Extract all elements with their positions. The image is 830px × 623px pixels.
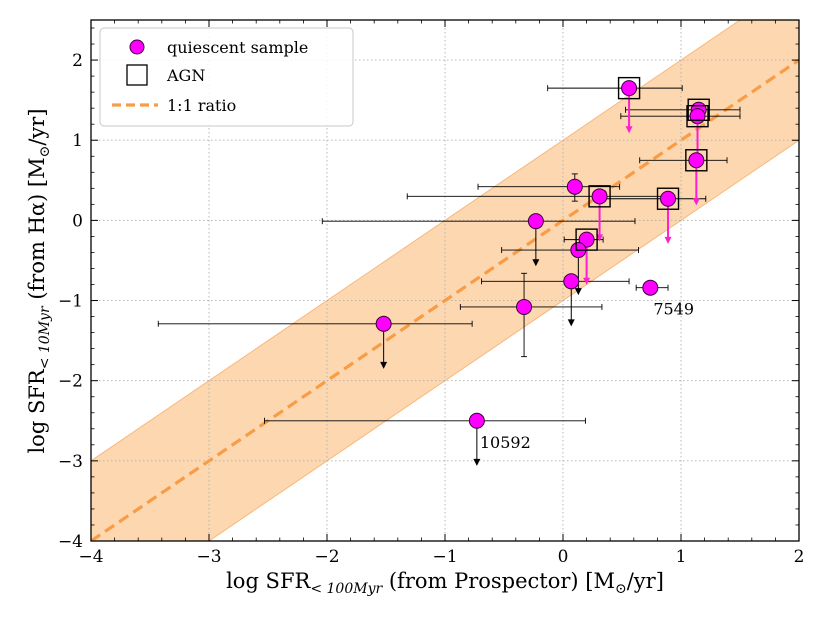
x-axis-label-end: /yr] [627,569,664,593]
legend-box [99,27,354,127]
x-tick-label: 2 [794,547,805,567]
upper-limit-arrowhead [664,236,672,244]
legend-circle-marker [129,39,145,55]
agn-square [687,98,710,121]
y-axis-label-main: log SFR [25,368,49,453]
data-point [566,178,583,195]
upper-limit-arrowhead [583,277,591,285]
errorbars [157,85,741,424]
y-tick-label: −4 [58,532,83,552]
data-point [375,315,392,332]
upper-limit-arrowhead [380,361,388,369]
line-layer [91,58,799,541]
y-tick-label: −3 [58,452,83,472]
agn-square [588,185,611,208]
x-tick-label: −3 [196,547,221,567]
agn-square [617,76,641,100]
x-axis-label-main: log SFR [226,569,311,593]
x-axis-label: log SFR< 100Myr (from Prospector) [M⊙/yr… [226,569,664,597]
grid [91,20,799,541]
data-points [375,80,707,429]
y-axis-label: log SFR< 10Myr (from Hα) [M⊙/yr] [25,108,53,453]
legend-label-agn: AGN [166,66,205,85]
agn-square [685,149,708,172]
y-axis-label-end: /yr] [25,108,49,145]
y-tick-label: −2 [58,372,83,392]
y-axis-label-sub: < 10Myr [37,305,53,369]
x-axis-label-sun: ⊙ [615,581,627,597]
y-tick-label: 2 [72,51,83,71]
data-point [621,80,638,97]
agn-square [686,104,709,128]
legend-square-marker [126,64,148,86]
point-annotations: 7549 10592 [480,300,694,452]
y-tick-label: −1 [58,292,83,312]
data-point [642,279,659,296]
y-tick-label: 0 [72,211,83,231]
y-axis-label-sun: ⊙ [37,146,53,158]
agn-markers [575,76,710,251]
data-point [688,152,705,169]
upper-limit-arrowhead [625,126,633,134]
x-tick-label: 1 [676,547,687,567]
one-to-one-line [91,58,799,541]
x-tick-label: −1 [432,547,457,567]
data-point [468,412,485,429]
data-point [591,188,608,205]
x-tick-label: 0 [558,547,569,567]
upper-limit-arrowhead [567,319,575,327]
data-point [578,231,595,248]
agn-square [575,228,598,251]
legend: quiescent sample AGN 1:1 ratio [99,27,354,127]
upper-limit-arrowhead [473,458,481,466]
data-point [689,108,706,125]
x-tick-label: −4 [78,547,103,567]
upper-limit-arrowhead [532,259,540,267]
legend-label-ratio: 1:1 ratio [167,96,236,115]
y-tick-label: 1 [72,131,83,151]
agn-square [656,187,680,210]
y-axis-label-rest: (from Hα) [M [25,157,49,306]
point-annotation: 7549 [653,300,694,319]
data-point [516,298,533,315]
point-annotation: 10592 [480,433,531,452]
x-tick-label: −2 [314,547,339,567]
upper-limit-arrowhead [692,198,700,206]
x-axis-label-rest: (from Prospector) [M [382,569,615,593]
data-point [527,213,544,230]
x-axis-label-sub: < 100Myr [310,581,383,597]
legend-label-quiescent: quiescent sample [167,38,308,57]
data-point [563,273,580,290]
upper-limit-arrowhead [596,234,604,242]
axis-ticks: −4 −3 −2 −1 0 1 2 −4 −3 −2 −1 0 1 2 [58,20,804,567]
upper-limit-arrowhead [574,288,582,296]
data-point [660,190,677,207]
